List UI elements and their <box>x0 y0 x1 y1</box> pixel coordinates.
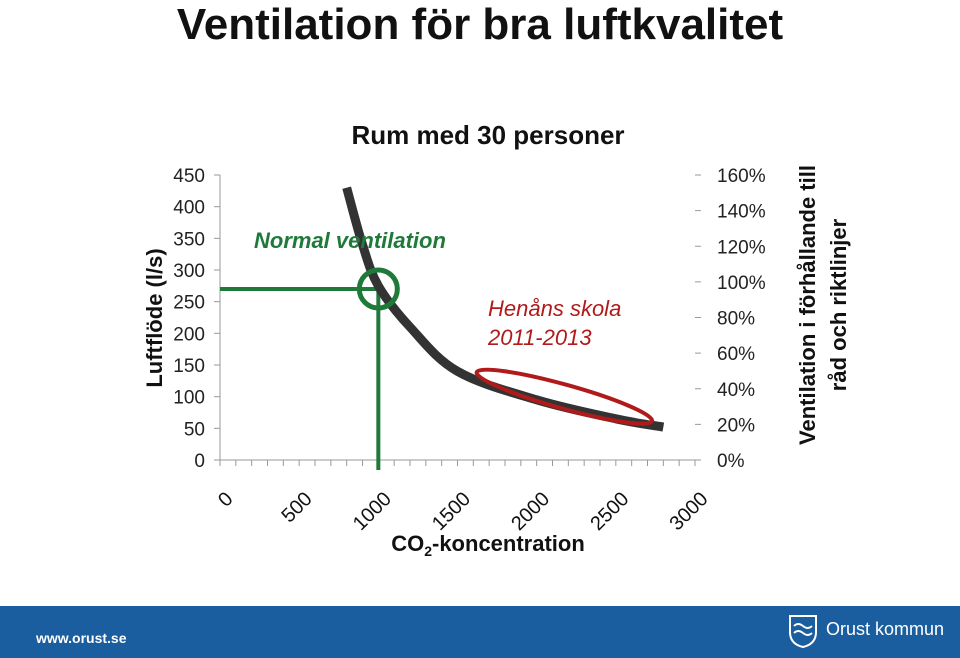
chart-title: Rum med 30 personer <box>351 120 624 150</box>
y2-tick-label: 100% <box>717 273 766 294</box>
x-tick-label: 1500 <box>428 488 475 535</box>
y-tick-label: 300 <box>173 261 205 282</box>
x-tick-label: 1000 <box>349 488 396 535</box>
y-tick-label: 50 <box>184 419 205 440</box>
y2-tick-label: 0% <box>717 451 745 472</box>
school-label-line2: 2011-2013 <box>487 325 592 350</box>
x-axis-label: CO2-koncentration <box>391 531 585 559</box>
x-tick-label: 3000 <box>666 488 713 535</box>
y2-tick-label: 60% <box>717 344 755 365</box>
y-tick-label: 100 <box>173 388 205 409</box>
coat-of-arms-icon <box>789 615 817 648</box>
y2-tick-label: 120% <box>717 237 766 258</box>
y2-axis-label-line1: Ventilation i förhållande till <box>795 165 820 445</box>
page-title: Ventilation för bra luftkvalitet <box>176 0 784 49</box>
x-tick-label: 0 <box>214 488 237 511</box>
x-tick-label: 2000 <box>507 488 554 535</box>
y-tick-label: 250 <box>173 293 205 314</box>
y-tick-label: 400 <box>173 198 205 219</box>
y-tick-label: 0 <box>194 451 205 472</box>
series-line-0 <box>342 186 665 432</box>
y2-tick-label: 80% <box>717 309 755 330</box>
y2-tick-label: 160% <box>717 166 766 187</box>
y-tick-label: 450 <box>173 166 205 187</box>
footer-url[interactable]: www.orust.se <box>36 630 127 646</box>
x-tick-label: 2500 <box>586 488 633 535</box>
x-tick-label: 500 <box>278 488 317 527</box>
y2-axis-label-line2: råd och riktlinjer <box>826 218 851 391</box>
y-tick-label: 200 <box>173 324 205 345</box>
y2-tick-label: 140% <box>717 202 766 223</box>
brand-name: Orust kommun <box>826 619 945 639</box>
y2-tick-label: 20% <box>717 415 755 436</box>
footer-bar: www.orust.se Orust kommun <box>0 606 960 658</box>
y-tick-label: 350 <box>173 229 205 250</box>
chart: Rum med 30 personer 0 50 100 150 200 250 300 350… <box>142 120 851 559</box>
normal-ventilation-label: Normal ventilation <box>254 228 446 253</box>
y2-tick-label: 40% <box>717 380 755 401</box>
school-label-line1: Henåns skola <box>488 296 621 321</box>
y-tick-label: 150 <box>173 356 205 377</box>
y-axis-label: Luftflöde (l/s) <box>142 248 167 387</box>
highlight-ellipse <box>474 367 655 426</box>
reference-circle <box>356 267 400 311</box>
